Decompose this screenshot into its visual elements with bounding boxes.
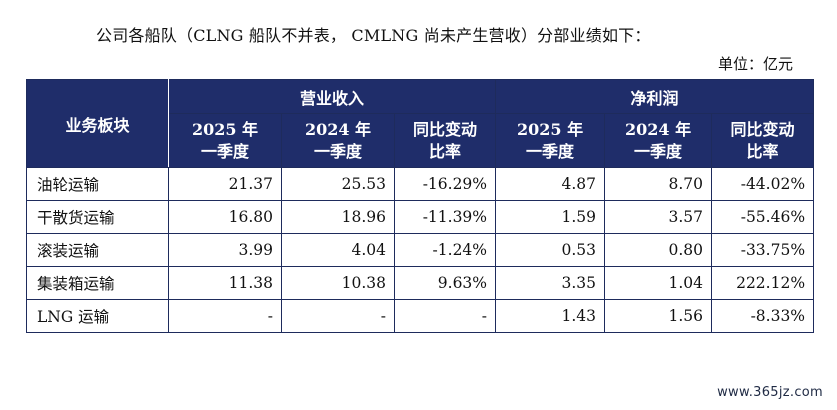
table-cell: -16.29% [393,167,497,201]
table-cell: - [281,299,395,333]
table-cell: - [168,299,282,333]
table-cell: 18.96 [281,200,395,234]
row-segment-name: 滚装运输 [26,233,169,267]
table-cell: 4.04 [281,233,395,267]
table-row: 集装箱运输 11.38 10.38 9.63% 3.35 1.04 222.12… [26,266,815,300]
table-cell: 4.87 [495,167,606,201]
table-cell: 1.04 [604,266,713,300]
header-group-revenue: 营业收入 [167,79,497,114]
subheader-profit-2024-q1: 2024 年一季度 [604,113,713,168]
table-cell: - [393,299,497,333]
table-cell: -44.02% [711,167,815,201]
table-cell: 25.53 [281,167,395,201]
table-cell: 16.80 [168,200,282,234]
watermark-text: www.365jz.com [717,385,823,400]
row-segment-name: 油轮运输 [26,167,169,201]
table-cell: 11.38 [168,266,282,300]
table-cell: -8.33% [711,299,815,333]
table-cell: 21.37 [168,167,282,201]
row-segment-name: 集装箱运输 [26,266,169,300]
subheader-profit-2025-q1: 2025 年一季度 [495,113,606,168]
table-row: 干散货运输 16.80 18.96 -11.39% 1.59 3.57 -55.… [26,200,815,234]
table-cell: 8.70 [604,167,713,201]
table-cell: -11.39% [393,200,497,234]
table-cell: 3.35 [495,266,606,300]
subheader-revenue-2025-q1: 2025 年一季度 [168,113,282,168]
table-cell: 0.80 [604,233,713,267]
subheader-revenue-2024-q1: 2024 年一季度 [281,113,395,168]
table-row: 滚装运输 3.99 4.04 -1.24% 0.53 0.80 -33.75% [26,233,815,267]
subheader-revenue-yoy: 同比变动 比率 [393,113,497,168]
table-cell: 1.43 [495,299,606,333]
table-cell: 0.53 [495,233,606,267]
table-cell: 1.56 [604,299,713,333]
unit-label: 单位：亿元 [717,55,793,73]
table-cell: -55.46% [711,200,815,234]
table-row: LNG 运输 - - - 1.43 1.56 -8.33% [26,299,815,333]
table-cell: 10.38 [281,266,395,300]
header-group-net-profit: 净利润 [495,79,815,114]
table-cell: 1.59 [495,200,606,234]
table-cell: 222.12% [711,266,815,300]
row-segment-name: 干散货运输 [26,200,169,234]
table-cell: -33.75% [711,233,815,267]
segment-performance-table: 业务板块 营业收入 净利润 2025 年一季度 2024 年一季度 同比变动 比率… [26,79,815,333]
row-segment-name: LNG 运输 [26,299,169,333]
table-cell: 3.99 [168,233,282,267]
table-cell: 3.57 [604,200,713,234]
intro-text: 公司各船队（CLNG 船队不并表， CMLNG 尚未产生营收）分部业绩如下： [96,26,651,45]
header-business-segment: 业务板块 [26,79,169,168]
subheader-profit-yoy: 同比变动 比率 [711,113,815,168]
table-cell: 9.63% [393,266,497,300]
table-cell: -1.24% [393,233,497,267]
table-row: 油轮运输 21.37 25.53 -16.29% 4.87 8.70 -44.0… [26,167,815,201]
